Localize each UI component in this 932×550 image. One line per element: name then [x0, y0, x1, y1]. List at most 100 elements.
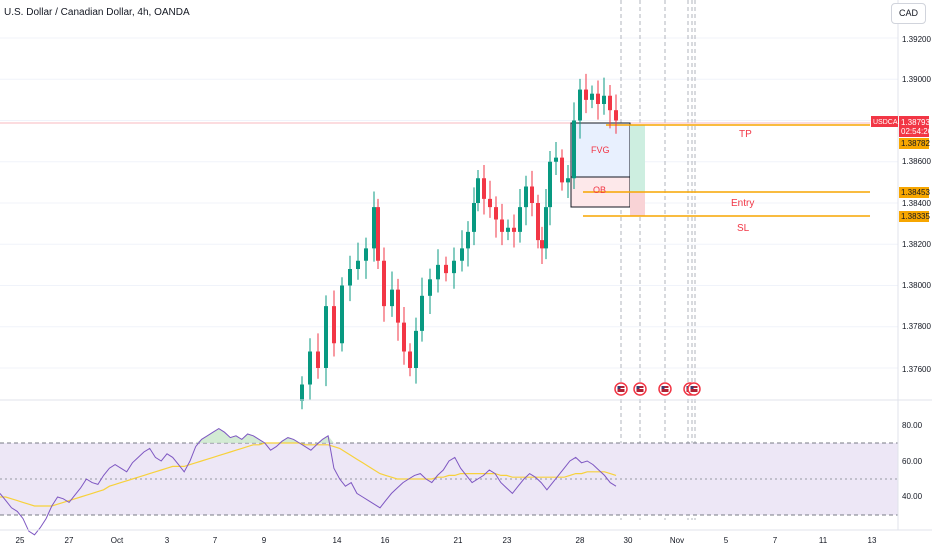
candle-body: [376, 207, 380, 261]
time-label: 11: [819, 536, 828, 545]
currency-button[interactable]: CAD: [891, 3, 926, 24]
time-label: Oct: [111, 536, 124, 545]
candle-body: [436, 264, 440, 280]
rsi-axis[interactable]: 80.00 60.00 40.00: [902, 421, 923, 501]
candle-body: [308, 351, 312, 385]
candle-body: [348, 269, 352, 286]
time-label: 5: [724, 536, 729, 545]
price-tick: 1.37600: [902, 365, 931, 374]
candle-body: [428, 279, 432, 296]
price-tick: 1.39000: [902, 75, 931, 84]
ob-label: OB: [593, 185, 606, 195]
time-label: 25: [16, 536, 25, 545]
fvg-label: FVG: [591, 145, 610, 155]
candle-body: [596, 93, 600, 104]
candle-body: [396, 289, 400, 323]
candle-body: [332, 306, 336, 344]
us-flag-icon: [633, 382, 647, 396]
candle-body: [544, 207, 548, 249]
time-label: 27: [65, 536, 74, 545]
last-price-tag: 1.38793 02:54:26: [899, 116, 932, 137]
time-label: 9: [262, 536, 267, 545]
rsi-ma-line: [0, 442, 617, 507]
candle-body: [460, 248, 464, 261]
candlestick-series: [300, 73, 618, 410]
candle-body: [608, 95, 612, 111]
candle-body: [364, 248, 368, 261]
candle-body: [408, 351, 412, 368]
time-label: 30: [624, 536, 633, 545]
candle-body: [390, 289, 394, 307]
candle-body: [300, 384, 304, 401]
rsi-tick: 60.00: [902, 457, 923, 466]
entry-price: 1.38453: [901, 188, 930, 197]
rsi-line: [0, 428, 617, 536]
price-tick: 1.38400: [902, 199, 931, 208]
time-label: 14: [333, 536, 342, 545]
time-label: Nov: [670, 536, 684, 545]
price-tick: 1.37800: [902, 322, 931, 331]
profit-zone[interactable]: [630, 125, 645, 192]
candle-body: [316, 351, 320, 368]
us-flag-icon: [687, 382, 701, 396]
time-label: 16: [381, 536, 390, 545]
countdown: 02:54:26: [901, 127, 932, 136]
loss-zone[interactable]: [630, 192, 645, 216]
candle-body: [572, 120, 576, 179]
price-tick: 1.38200: [902, 240, 931, 249]
candle-body: [536, 203, 540, 241]
chart-title: U.S. Dollar / Canadian Dollar, 4h, OANDA: [4, 7, 190, 18]
candle-body: [614, 110, 618, 121]
candle-body: [340, 285, 344, 344]
candle-body: [444, 264, 448, 274]
entry-label: Entry: [731, 198, 754, 209]
time-label: 7: [773, 536, 778, 545]
candle-body: [590, 93, 594, 100]
time-axis[interactable]: 25 27 Oct 3 7 9 14 16 21 23 28 30 Nov 5 …: [16, 536, 877, 545]
candle-body: [420, 295, 424, 331]
candle-body: [488, 198, 492, 208]
sl-label: SL: [737, 223, 750, 234]
rsi-tick: 80.00: [902, 421, 923, 430]
time-label: 7: [213, 536, 218, 545]
candle-body: [566, 178, 570, 183]
tp-price: 1.38782: [901, 139, 930, 148]
time-label: 23: [503, 536, 512, 545]
rsi-tick: 40.00: [902, 492, 923, 501]
price-tick: 1.39200: [902, 35, 931, 44]
candle-body: [530, 186, 534, 203]
event-lines: [620, 0, 696, 520]
candle-body: [540, 240, 544, 249]
sl-price: 1.38335: [901, 212, 930, 221]
price-axis[interactable]: 1.39200 1.39000 1.38600 1.38400 1.38200 …: [902, 35, 931, 374]
time-label: 13: [868, 536, 877, 545]
candle-body: [554, 157, 558, 162]
candle-body: [472, 203, 476, 232]
rsi-overbought-fill: [0, 428, 616, 443]
tp-label: TP: [739, 129, 752, 140]
time-label: 28: [576, 536, 585, 545]
candle-body: [324, 306, 328, 368]
sl-price-tag: 1.38335: [899, 211, 930, 222]
candle-body: [602, 95, 606, 104]
us-flag-icon: [658, 382, 672, 396]
tp-price-tag: 1.38782: [899, 138, 930, 149]
symbol-label: USDCAD: [873, 119, 903, 126]
economic-event-icons[interactable]: [614, 382, 701, 396]
candle-body: [584, 89, 588, 100]
symbol-price-tag: USDCAD: [871, 116, 903, 127]
candle-body: [482, 178, 486, 199]
last-price: 1.38793: [901, 118, 930, 127]
candle-body: [494, 207, 498, 220]
candle-body: [402, 322, 406, 352]
candle-body: [476, 178, 480, 203]
price-tick: 1.38600: [902, 157, 931, 166]
candle-body: [466, 231, 470, 249]
time-label: 21: [454, 536, 463, 545]
candle-body: [518, 207, 522, 232]
price-tick: 1.38000: [902, 281, 931, 290]
rsi-band: [0, 443, 898, 515]
candle-body: [524, 186, 528, 208]
candle-body: [560, 157, 564, 183]
